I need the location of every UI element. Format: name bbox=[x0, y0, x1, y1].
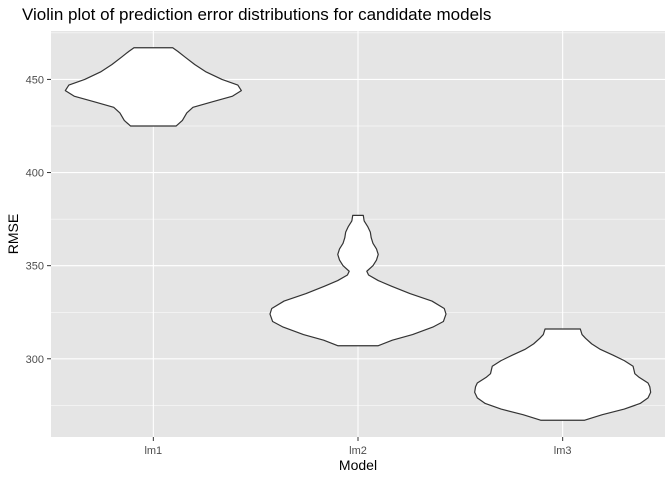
y-tick-label: 300 bbox=[26, 354, 44, 366]
violin-lm1 bbox=[64, 47, 242, 127]
x-tick-label: lm3 bbox=[554, 445, 572, 457]
y-axis-title: RMSE bbox=[5, 214, 21, 254]
violin-lm2 bbox=[269, 214, 447, 347]
y-axis-ticks: 300 350 400 450 bbox=[26, 74, 51, 366]
y-tick-label: 350 bbox=[26, 261, 44, 273]
x-axis-title: Model bbox=[339, 457, 377, 473]
violins bbox=[64, 47, 652, 421]
x-tick-label: lm1 bbox=[144, 445, 162, 457]
x-axis-ticks: lm1 lm2 lm3 bbox=[144, 437, 572, 457]
violin-lm3 bbox=[474, 328, 652, 421]
y-tick-label: 450 bbox=[26, 74, 44, 86]
chart-title: Violin plot of prediction error distribu… bbox=[22, 5, 491, 24]
x-tick-label: lm2 bbox=[349, 445, 367, 457]
y-tick-label: 400 bbox=[26, 168, 44, 180]
